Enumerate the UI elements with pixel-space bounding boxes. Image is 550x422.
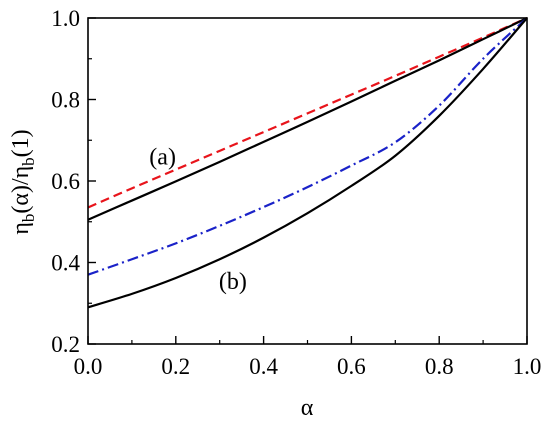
y-tick-label: 0.2 xyxy=(51,332,80,357)
x-axis-title: α xyxy=(301,395,314,421)
x-tick-label: 0.0 xyxy=(74,354,103,379)
series-line-2 xyxy=(87,17,528,221)
y-axis-title-part: (α)/η xyxy=(8,166,34,214)
series-line-4 xyxy=(87,17,528,309)
curve-annotation: (a) xyxy=(149,145,176,171)
svg-text:ηb(α)/ηb(1): ηb(α)/ηb(1) xyxy=(8,129,38,234)
x-tick-label: 1.0 xyxy=(513,354,542,379)
x-tick-label: 0.8 xyxy=(425,354,454,379)
x-tick-label: 0.4 xyxy=(249,354,278,379)
y-axis-title-part: (1) xyxy=(8,129,34,157)
y-tick-label: 1.0 xyxy=(51,6,80,31)
y-tick-label: 0.8 xyxy=(51,88,80,113)
plot-frame xyxy=(87,17,528,345)
axes-layer: 0.0 0.2 0.4 0.6 0.8 1.00.20.40.60.81.0(a)(b) xyxy=(51,6,541,379)
x-tick-label: 0.6 xyxy=(337,354,366,379)
y-axis-title-part: η xyxy=(8,222,34,235)
curve-annotation: (b) xyxy=(219,269,247,295)
series-line-3 xyxy=(87,17,528,276)
y-tick-label: 0.4 xyxy=(51,251,80,276)
x-tick-label: 0.2 xyxy=(161,354,190,379)
y-axis-title-sub: b xyxy=(19,157,38,166)
series-line-1 xyxy=(87,16,528,209)
y-tick-label: 0.6 xyxy=(51,169,80,194)
y-axis-title: ηb(α)/ηb(1) xyxy=(8,129,38,234)
plot-layer xyxy=(87,16,528,309)
y-axis-title-sub: b xyxy=(19,214,38,223)
